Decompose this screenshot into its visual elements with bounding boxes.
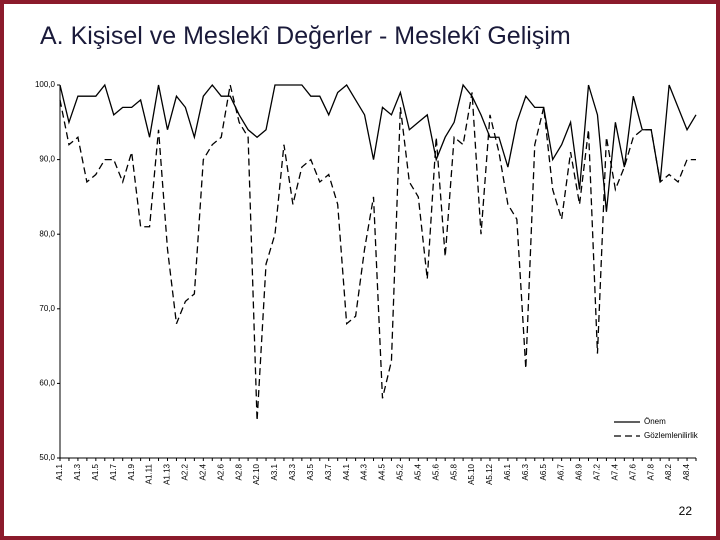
legend-label: Önem	[644, 417, 666, 426]
y-tick-label: 50,0	[39, 453, 55, 462]
x-tick-label: A6.9	[575, 463, 584, 480]
x-tick-label: A5.12	[485, 463, 494, 484]
x-tick-label: A3.5	[306, 463, 315, 480]
y-tick-label: 90,0	[39, 155, 55, 164]
x-tick-label: A6.5	[539, 463, 548, 480]
x-tick-label: A6.7	[557, 463, 566, 480]
x-tick-label: A1.11	[145, 463, 154, 484]
x-tick-label: A3.1	[270, 463, 279, 480]
x-tick-label: A1.5	[91, 463, 100, 480]
x-tick-label: A8.4	[682, 463, 691, 480]
x-tick-label: A5.10	[467, 463, 476, 484]
x-tick-label: A7.8	[646, 463, 655, 480]
x-tick-label: A5.8	[449, 463, 458, 480]
series-line	[59, 84, 696, 421]
y-tick-label: 80,0	[39, 229, 55, 238]
y-tick-label: 100,0	[35, 80, 56, 89]
x-tick-label: A2.2	[181, 463, 190, 480]
x-tick-label: A1.13	[163, 463, 172, 484]
x-tick-label: A3.3	[288, 463, 297, 480]
x-tick-label: A5.2	[396, 463, 405, 480]
x-tick-label: A2.10	[252, 463, 261, 484]
x-tick-label: A2.8	[234, 463, 243, 480]
x-tick-label: A2.4	[198, 463, 207, 480]
legend-label: Gözlemlenilirlik	[644, 431, 699, 440]
x-tick-label: A5.6	[431, 463, 440, 480]
x-tick-label: A4.5	[378, 463, 387, 480]
x-tick-label: A7.6	[628, 463, 637, 480]
x-tick-label: A8.2	[664, 463, 673, 480]
x-tick-label: A2.6	[216, 463, 225, 480]
x-tick-label: A1.9	[127, 463, 136, 480]
series-line	[59, 83, 697, 212]
x-tick-label: A4.3	[360, 463, 369, 480]
slide-title: A. Kişisel ve Meslekî Değerler - Meslekî…	[40, 22, 571, 50]
x-tick-label: A1.1	[55, 463, 64, 480]
y-tick-label: 60,0	[39, 379, 55, 388]
x-tick-label: A6.3	[521, 463, 530, 480]
page-number: 22	[678, 504, 692, 518]
x-tick-label: A1.3	[73, 463, 82, 480]
x-tick-label: A6.1	[503, 463, 512, 480]
chart: 50,0 60,0 70,0 80,0 90,0 100,0 A1.1 A1.3 A1.5 A1.…	[35, 80, 699, 485]
x-tick-label: A7.2	[593, 463, 602, 480]
y-tick-label: 70,0	[39, 304, 55, 313]
x-tick-label: A4.1	[342, 463, 351, 480]
x-tick-label: A7.4	[610, 463, 619, 480]
x-tick-label: A1.7	[109, 463, 118, 480]
x-tick-label: A5.4	[413, 463, 422, 480]
x-tick-label: A3.7	[324, 463, 333, 480]
